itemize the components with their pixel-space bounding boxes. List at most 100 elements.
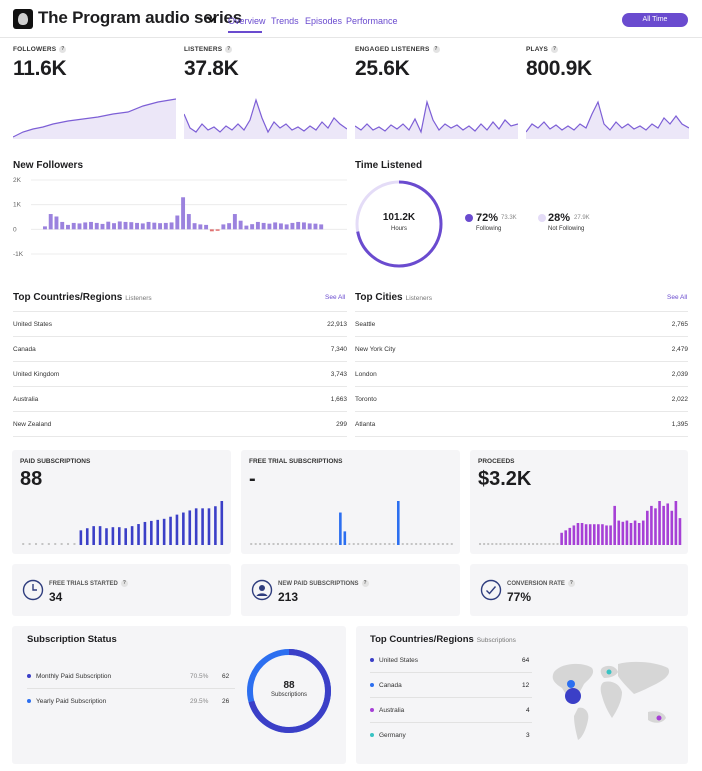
tab-episodes[interactable]: Episodes <box>305 16 343 26</box>
table-row[interactable]: Canada 7,340 <box>13 337 347 362</box>
following-dot <box>465 214 473 222</box>
metric-plays[interactable]: PLAYS? 800.9K <box>526 46 689 142</box>
new-followers-bar <box>209 229 214 232</box>
table-row[interactable]: Australia 1,663 <box>13 387 347 412</box>
table-row[interactable]: United Kingdom 3,743 <box>13 362 347 387</box>
tab-performance[interactable]: Performance <box>346 16 398 26</box>
list-item[interactable]: United States <box>370 657 418 664</box>
table-row[interactable]: New York City 2,479 <box>355 337 688 362</box>
help-icon[interactable]: ? <box>120 580 128 587</box>
new-followers-bar <box>146 221 151 230</box>
tab-overview[interactable]: Overview <box>228 16 266 26</box>
placeholder-tick <box>519 543 522 545</box>
metric-engaged-listeners[interactable]: ENGAGED LISTENERS? 25.6K <box>355 46 518 142</box>
map-marker-germany <box>606 669 612 675</box>
metric-listeners[interactable]: LISTENERS? 37.8K <box>184 46 347 142</box>
help-icon[interactable]: ? <box>361 580 369 587</box>
legend-row[interactable]: Yearly Paid Subscription <box>27 698 106 705</box>
see-all-countries-link[interactable]: See All <box>325 294 346 301</box>
new-followers-bar <box>301 222 306 230</box>
table-row[interactable]: Toronto 2,022 <box>355 387 688 412</box>
subscription-bar <box>662 505 665 545</box>
placeholder-tick <box>250 543 253 545</box>
placeholder-tick <box>35 543 38 545</box>
free-trials-started-card[interactable]: FREE TRIALS STARTED? 34 <box>12 564 231 616</box>
placeholder-tick <box>446 543 449 545</box>
help-icon[interactable]: ? <box>551 46 559 53</box>
new-followers-bar <box>106 221 111 230</box>
help-icon[interactable]: ? <box>225 46 233 53</box>
help-icon[interactable]: ? <box>432 46 440 53</box>
map-marker-canada <box>567 680 575 688</box>
legend-value: 62 <box>222 673 230 680</box>
new-paid-subscriptions-card[interactable]: NEW PAID SUBSCRIPTIONS? 213 <box>241 564 460 616</box>
new-followers-bar <box>204 224 209 230</box>
new-followers-bar <box>123 221 128 230</box>
table-row[interactable]: Seattle 2,765 <box>355 312 688 337</box>
help-icon[interactable]: ? <box>59 46 67 53</box>
subscription-bar <box>79 530 83 545</box>
show-artwork[interactable] <box>13 9 33 29</box>
placeholder-tick <box>379 543 382 545</box>
new-followers-bar <box>296 221 301 230</box>
y-tick-label: 2K <box>13 177 22 184</box>
new-followers-bar <box>140 223 145 230</box>
checkmark-icon <box>480 579 502 601</box>
new-followers-bar <box>267 223 272 230</box>
card-label: FREE TRIAL SUBSCRIPTIONS <box>249 458 343 465</box>
metric-value: 800.9K <box>526 57 592 81</box>
subscription-bar <box>580 523 584 545</box>
world-map[interactable] <box>544 654 684 744</box>
subscription-bar <box>658 501 661 545</box>
table-row[interactable]: London 2,039 <box>355 362 688 387</box>
stat-label: CONVERSION RATE <box>507 581 565 588</box>
show-title[interactable]: The Program audio series <box>38 8 242 27</box>
active-tab-indicator <box>228 31 262 33</box>
list-item[interactable]: Canada <box>370 682 402 689</box>
legend-dot <box>370 683 374 688</box>
paid-subscriptions-card[interactable]: PAID SUBSCRIPTIONS 88 <box>12 450 231 554</box>
placeholder-tick <box>548 543 551 545</box>
legend-dot <box>370 733 374 738</box>
conversion-rate-card[interactable]: CONVERSION RATE? 77% <box>470 564 688 616</box>
subscription-bar <box>588 524 592 545</box>
table-row[interactable]: Atlanta 1,395 <box>355 412 688 437</box>
tab-trends[interactable]: Trends <box>271 16 299 26</box>
free-trial-subscriptions-card[interactable]: FREE TRIAL SUBSCRIPTIONS - <box>241 450 460 554</box>
legend-row[interactable]: Monthly Paid Subscription <box>27 673 111 680</box>
proceeds-card[interactable]: PROCEEDS $3.2K <box>470 450 688 554</box>
subscription-bar <box>597 524 600 545</box>
subscription-bar <box>564 530 568 545</box>
new-followers-bar <box>273 222 278 230</box>
list-value: 3 <box>526 732 530 739</box>
placeholder-tick <box>532 543 535 545</box>
subscription-bar <box>641 520 645 545</box>
subscription-bar <box>92 526 95 545</box>
placeholder-tick <box>54 543 57 545</box>
placeholder-tick <box>552 543 555 545</box>
placeholder-tick <box>73 543 76 545</box>
map-africa <box>600 681 622 718</box>
new-followers-bar <box>163 222 168 230</box>
new-followers-chart: 2K 1K 0 -1K <box>13 177 347 258</box>
help-icon[interactable]: ? <box>567 580 575 587</box>
table-row[interactable]: United States 22,913 <box>13 312 347 337</box>
card-value: - <box>249 468 256 490</box>
proceeds-chart <box>479 501 682 545</box>
list-item[interactable]: Australia <box>370 707 404 714</box>
legend-dot <box>370 708 374 713</box>
legend-dot <box>27 674 31 679</box>
subscription-bar <box>670 510 674 545</box>
range-button[interactable]: All Time <box>622 13 688 27</box>
placeholder-tick <box>299 543 302 545</box>
see-all-cities-link[interactable]: See All <box>667 294 688 301</box>
table-row[interactable]: New Zealand 299 <box>13 412 347 437</box>
new-followers-bar <box>198 224 203 230</box>
plays-sparkline <box>526 100 689 139</box>
paid-subscriptions-chart <box>22 501 224 545</box>
new-followers-bar <box>48 214 53 230</box>
list-item[interactable]: Germany <box>370 732 406 739</box>
new-followers-bar <box>284 224 289 230</box>
metric-followers[interactable]: FOLLOWERS? 11.6K <box>13 46 176 142</box>
subscription-bar <box>220 501 224 545</box>
